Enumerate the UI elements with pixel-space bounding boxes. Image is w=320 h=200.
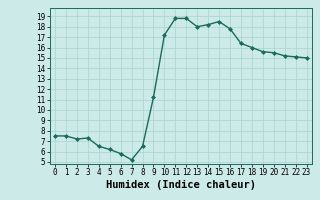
X-axis label: Humidex (Indice chaleur): Humidex (Indice chaleur)	[106, 180, 256, 190]
